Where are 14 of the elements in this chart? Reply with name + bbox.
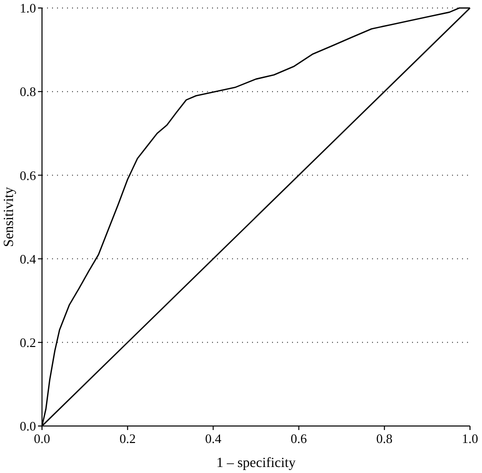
y-tick-label: 1.0 — [20, 0, 36, 16]
x-axis-title: 1 – specificity — [216, 456, 296, 471]
x-tick-label: 1.0 — [462, 431, 478, 446]
y-tick-label: 0.8 — [20, 84, 36, 100]
y-tick-label: 0.4 — [20, 251, 36, 266]
y-tick-label: 0.6 — [20, 168, 36, 183]
y-axis-title: Sensitivity — [2, 187, 17, 247]
y-tick-label: 0.0 — [20, 418, 36, 434]
x-tick-label: 0.6 — [290, 431, 308, 446]
x-tick-label: 0.8 — [376, 431, 393, 446]
x-tick-label: 0.4 — [205, 431, 222, 446]
x-tick-label: 0.0 — [34, 431, 50, 446]
y-tick-label: 0.2 — [20, 334, 36, 350]
x-tick-label: 0.2 — [119, 431, 136, 446]
